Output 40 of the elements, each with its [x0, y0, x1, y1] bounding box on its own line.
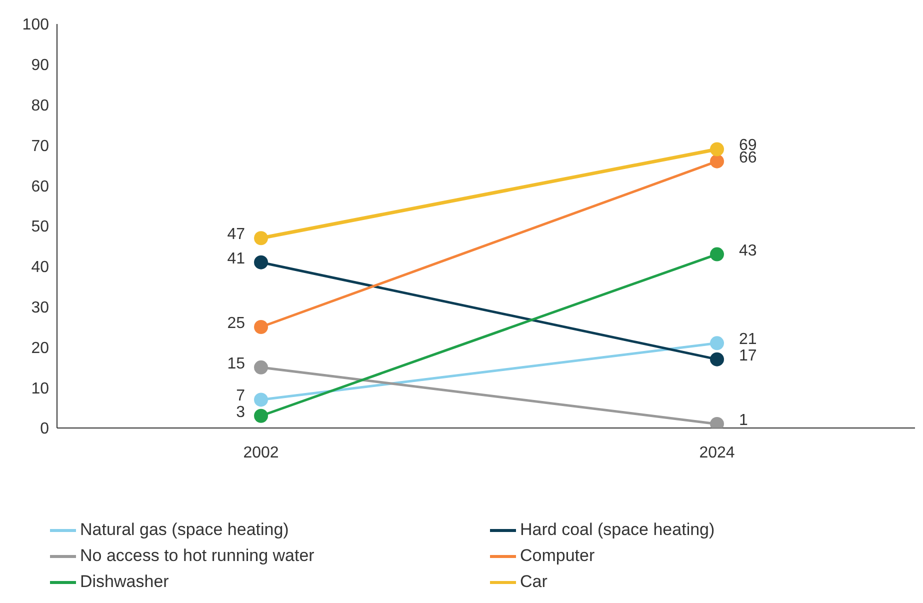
x-tick-label: 2002 [243, 444, 279, 462]
point [710, 336, 724, 350]
data-label: 41 [227, 250, 246, 268]
y-tick-label: 20 [31, 340, 50, 357]
data-label: 47 [227, 226, 246, 244]
data-label: 43 [739, 242, 757, 260]
legend-label: Hard coal (space heating) [520, 520, 715, 540]
y-tick-label: 60 [31, 178, 50, 196]
point [254, 231, 268, 246]
legend-label: No access to hot running water [80, 546, 314, 566]
data-label: 25 [227, 315, 246, 332]
y-tick-label: 80 [31, 97, 50, 114]
point [710, 352, 724, 366]
y-tick-label: 90 [31, 57, 50, 74]
point [254, 392, 268, 407]
legend-label: Computer [520, 546, 595, 566]
point [710, 142, 724, 156]
data-label: 3 [236, 404, 246, 421]
y-tick-label: 30 [31, 299, 50, 316]
point [710, 154, 724, 168]
legend-label: Natural gas (space heating) [80, 520, 289, 540]
y-tick-label: 100 [22, 16, 50, 34]
point [254, 255, 268, 270]
data-label: 21 [739, 331, 757, 348]
point [254, 320, 268, 334]
data-label: 7 [236, 388, 246, 405]
point [710, 247, 724, 262]
point [254, 408, 268, 423]
y-tick-label: 70 [31, 138, 50, 155]
legend-label: Dishwasher [80, 572, 169, 592]
data-label: 1 [739, 412, 748, 429]
y-tick-label: 10 [31, 380, 50, 398]
x-tick-label: 2024 [699, 444, 735, 462]
y-tick-label: 50 [31, 218, 50, 236]
legend-label: Car [520, 572, 548, 592]
y-tick-label: 0 [40, 420, 50, 438]
data-label: 17 [739, 347, 757, 364]
y-tick-label: 40 [31, 259, 50, 276]
data-label: 15 [227, 355, 246, 372]
point [254, 360, 268, 374]
